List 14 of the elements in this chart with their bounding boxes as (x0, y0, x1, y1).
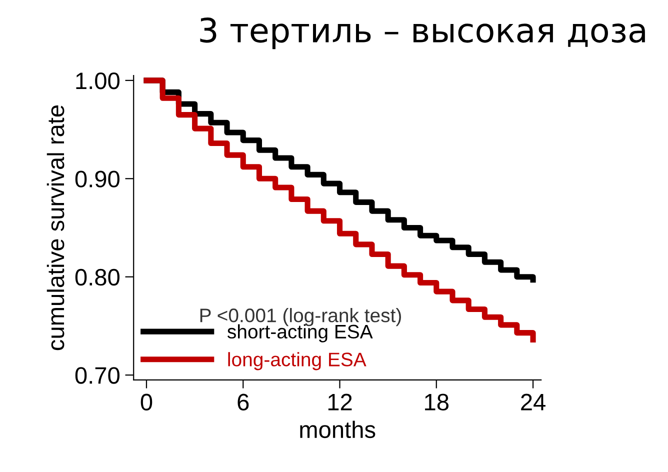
legend-label: long-acting ESA (228, 352, 366, 370)
x-tick-label: 6 (238, 394, 249, 410)
y-tick-label: 0.80 (75, 268, 120, 286)
x-tick-label: 24 (521, 394, 546, 410)
y-tick-label: 0.70 (75, 367, 120, 384)
chart-title: 3 тертиль – высокая доза (200, 18, 645, 50)
x-tick-label: 12 (328, 394, 352, 410)
y-axis-title: cumulative survival rate (46, 105, 64, 350)
y-tick-label: 0.90 (75, 170, 120, 188)
x-axis-title: months (300, 420, 376, 438)
legend-label: short-acting ESA (227, 324, 373, 342)
x-tick-label: 18 (425, 394, 448, 410)
x-tick-label: 0 (140, 394, 152, 410)
y-tick-label: 1.00 (76, 72, 120, 90)
